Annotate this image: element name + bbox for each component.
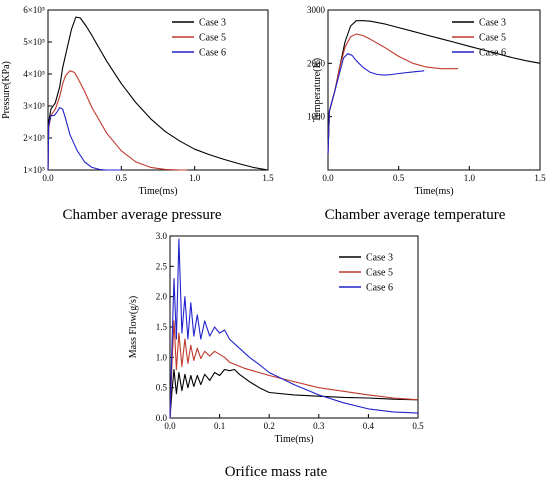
temperature-x-tick-label: 1.5 xyxy=(534,173,546,183)
temperature-y-tick-label: 2000 xyxy=(307,58,326,68)
pressure-x-tick-label: 1.5 xyxy=(262,173,274,183)
pressure-y-tick-label: 2×10⁵ xyxy=(23,133,45,143)
pressure-legend-label: Case 5 xyxy=(199,33,226,44)
mass-flow-y-tick-label: 0.5 xyxy=(156,383,168,393)
caption-mass-flow: Orifice mass rate xyxy=(225,464,328,480)
mass-flow-legend-label: Case 5 xyxy=(366,268,393,279)
chart-mass-flow: 0.0 0.1 0.2 0.3 0.4 0.5 0.0 0.5 1.0 1.5 2.0 2.5 3.0 T… xyxy=(128,231,424,445)
chart-pressure: 0.0 0.5 1.0 1.5 1×10⁵ 2×10⁵ 3×10⁵ 4×10⁵ 5×10⁵ 6×1… xyxy=(1,5,274,197)
pressure-x-tick-label: 0.5 xyxy=(116,173,128,183)
pressure-y-tick-label: 6×10⁵ xyxy=(23,5,45,15)
mass-flow-legend-label: Case 6 xyxy=(366,283,393,294)
pressure-series-case-3 xyxy=(47,16,269,171)
temperature-y-tick-label: 3000 xyxy=(307,5,326,15)
mass-flow-y-tick-label: 2.5 xyxy=(156,261,168,271)
caption-temperature: Chamber average temperature xyxy=(325,207,506,223)
temperature-x-tick-label: 0.5 xyxy=(393,173,405,183)
mass-flow-x-tick-label: 0.0 xyxy=(164,421,176,431)
temperature-series-case-5 xyxy=(327,33,458,155)
mass-flow-x-tick-label: 0.2 xyxy=(264,421,275,431)
mass-flow-y-tick-label: 0.0 xyxy=(156,413,168,423)
temperature-x-tick-label: 0.0 xyxy=(322,173,334,183)
temperature-plot-frame xyxy=(327,9,541,171)
mass-flow-y-tick-label: 1.0 xyxy=(156,352,168,362)
temperature-x-tick-label: 1.0 xyxy=(464,173,476,183)
pressure-legend-label: Case 3 xyxy=(199,18,226,29)
chart-temperature: 0.0 0.5 1.0 1.5 1000 2000 3000 Time(ms) Temperat… xyxy=(307,5,546,197)
temperature-legend-label: Case 6 xyxy=(479,48,506,59)
pressure-plot-frame xyxy=(47,9,269,171)
caption-pressure: Chamber average pressure xyxy=(62,207,221,223)
mass-flow-y-tick-label: 2.0 xyxy=(156,292,168,302)
mass-flow-x-axis-label: Time(ms) xyxy=(274,434,313,445)
mass-flow-series-case-6 xyxy=(169,238,419,419)
temperature-y-axis-label: Temperature(K) xyxy=(312,58,323,122)
temperature-y-tick-label: 1000 xyxy=(307,112,326,122)
mass-flow-x-tick-label: 0.1 xyxy=(214,421,225,431)
mass-flow-x-tick-label: 0.4 xyxy=(363,421,375,431)
temperature-legend-label: Case 5 xyxy=(479,33,506,44)
temperature-legend-label: Case 3 xyxy=(479,18,506,29)
mass-flow-series-case-5 xyxy=(169,320,419,419)
mass-flow-legend-label: Case 3 xyxy=(366,253,393,264)
mass-flow-y-axis-label: Mass Flow(g/s) xyxy=(128,296,139,359)
mass-flow-y-tick-label: 1.5 xyxy=(156,322,168,332)
pressure-y-tick-label: 3×10⁵ xyxy=(23,101,45,111)
pressure-series-case-5 xyxy=(47,70,188,171)
pressure-y-axis-label: Pressure(KPa) xyxy=(1,61,12,119)
temperature-x-axis-label: Time(ms) xyxy=(414,186,453,197)
pressure-x-tick-label: 1.0 xyxy=(189,173,201,183)
pressure-y-tick-label: 4×10⁵ xyxy=(23,69,45,79)
pressure-legend-label: Case 6 xyxy=(199,48,226,59)
mass-flow-series-case-3 xyxy=(169,368,419,419)
mass-flow-x-tick-label: 0.3 xyxy=(313,421,325,431)
temperature-series-case-6 xyxy=(327,53,425,155)
mass-flow-x-tick-label: 0.5 xyxy=(412,421,424,431)
pressure-y-tick-label: 5×10⁵ xyxy=(23,37,45,47)
pressure-x-tick-label: 0.0 xyxy=(42,173,54,183)
mass-flow-y-tick-label: 3.0 xyxy=(156,231,168,241)
pressure-series-case-6 xyxy=(47,107,122,171)
temperature-series-case-3 xyxy=(327,20,541,155)
pressure-x-axis-label: Time(ms) xyxy=(138,186,177,197)
pressure-y-tick-label: 1×10⁵ xyxy=(23,165,45,175)
